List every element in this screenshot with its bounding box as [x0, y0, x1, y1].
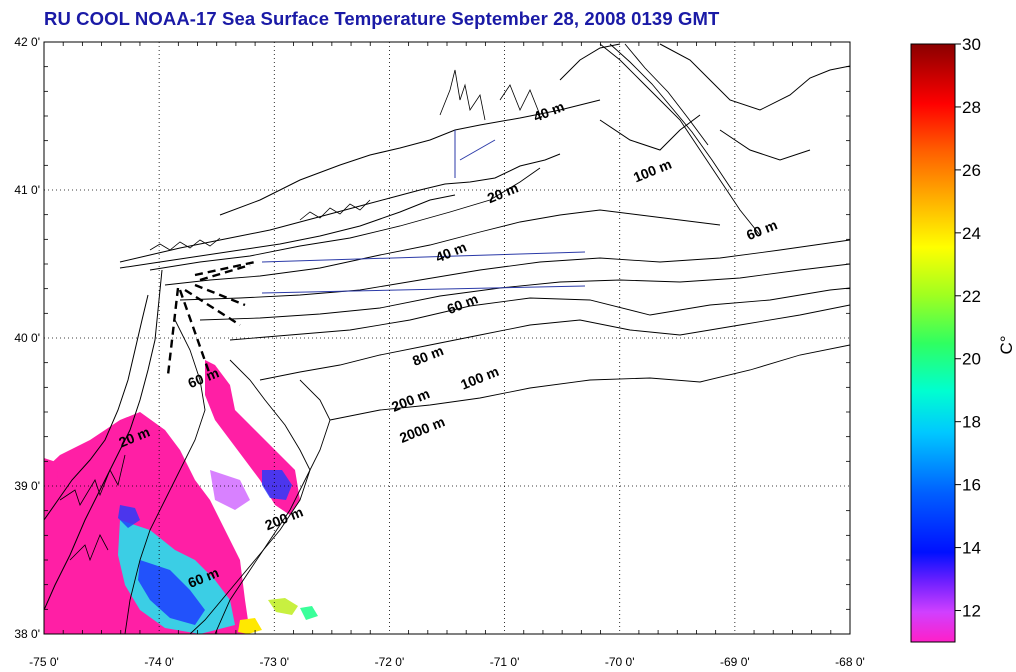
long-island-south-shore — [119, 194, 456, 269]
lon-tick-label: -68 0' — [835, 655, 865, 669]
lon-tick-label: -70 0' — [605, 655, 635, 669]
sst-patch-yellow — [238, 618, 262, 634]
contour-40m — [164, 209, 721, 286]
lat-tick-label: 38 0' — [14, 627, 40, 641]
new-jersey-inner-coast — [44, 294, 149, 521]
colorbar-tick-label: 18 — [962, 413, 981, 432]
contour-label: 80 m — [410, 342, 446, 369]
colorbar-gradient — [910, 43, 956, 643]
sst-patch-violet — [210, 470, 250, 510]
contour-label: 2000 m — [397, 413, 447, 446]
lon-tick-label: -72 0' — [375, 655, 405, 669]
contour-label: 20 m — [485, 179, 521, 206]
contour-label: 200 m — [389, 385, 432, 415]
lat-tick-label: 40 0' — [14, 331, 40, 345]
new-jersey-coast — [44, 269, 163, 611]
long-island-coast — [119, 153, 561, 263]
lon-tick-label: -69 0' — [720, 655, 750, 669]
contour-shelf-south-3 — [124, 319, 206, 634]
track-north — [261, 251, 586, 263]
contour-gom-1 — [599, 43, 761, 236]
colorbar-tick-label: 22 — [962, 287, 981, 306]
bathymetry-layer — [124, 43, 850, 634]
sst-data-layer — [44, 360, 318, 634]
colorbar-tick-label: 12 — [962, 602, 981, 621]
contour-label: 60 m — [744, 216, 780, 243]
lat-tick-label: 42 0' — [14, 35, 40, 49]
cape-cod — [559, 43, 850, 111]
contour-label: 100 m — [631, 156, 674, 186]
map-title: RU COOL NOAA-17 Sea Surface Temperature … — [44, 8, 720, 29]
connecticut-coast — [219, 99, 601, 216]
nantucket-shoals — [599, 114, 811, 161]
colorbar-unit-label: C° — [997, 335, 1016, 354]
track-layer — [261, 130, 586, 294]
lon-tick-label: -73 0' — [259, 655, 289, 669]
colorbar-tick-label: 24 — [962, 224, 981, 243]
contour-shelf-south-1 — [189, 359, 311, 634]
contour-80m — [199, 263, 850, 321]
colorbar-tick-label: 28 — [962, 98, 981, 117]
contour-gom-2 — [609, 43, 733, 191]
sst-patch-lime — [268, 598, 298, 615]
track-hudson-2 — [459, 139, 496, 161]
contour-label: 40 m — [531, 98, 567, 125]
lon-tick-label: -71 0' — [490, 655, 520, 669]
hudson-jaws — [439, 69, 541, 121]
sst-patch-warm-3 — [44, 458, 58, 486]
colorbar: 30 28 26 24 22 20 18 16 14 12 C° — [910, 35, 1016, 643]
grid-layer: -75 0' -74 0' -73 0' -72 0' -71 0' -70 0' -69 … — [14, 35, 864, 669]
contour-2000m — [329, 344, 850, 421]
track-south — [261, 285, 586, 294]
radial-line — [199, 263, 251, 282]
radial-line — [178, 289, 212, 376]
sst-patch-cool-3 — [118, 505, 140, 528]
radial-line — [166, 287, 180, 376]
jersey-rough — [59, 454, 126, 562]
radial-line — [194, 260, 256, 277]
colorbar-tick-label: 14 — [962, 539, 981, 558]
contour-60m — [179, 239, 850, 301]
sst-patch-lime-2 — [300, 606, 318, 620]
contour-label: 100 m — [458, 363, 501, 393]
colorbar-tick-label: 30 — [962, 35, 981, 54]
lon-tick-label: -74 0' — [144, 655, 174, 669]
lat-tick-label: 39 0' — [14, 479, 40, 493]
long-island-rough — [149, 199, 371, 251]
colorbar-tick-label: 16 — [962, 476, 981, 495]
colorbar-tick-label: 26 — [962, 161, 981, 180]
contour-20m — [149, 167, 541, 271]
sst-patch-cool-2 — [262, 470, 292, 500]
contour-100m — [229, 287, 850, 341]
colorbar-ticks: 30 28 26 24 22 20 18 16 14 12 — [955, 35, 981, 621]
sst-patch-cool — [138, 560, 205, 625]
contour-shelf-south-2 — [214, 379, 331, 634]
contour-gom-3 — [624, 43, 709, 146]
lon-tick-label: -75 0' — [29, 655, 59, 669]
radial-lines — [166, 260, 256, 376]
radial-line — [184, 288, 241, 327]
coastline-layer — [44, 43, 850, 611]
map-frame — [43, 41, 851, 635]
radial-line — [194, 283, 246, 307]
lat-tick-label: 41 0' — [14, 183, 40, 197]
contour-200m — [259, 304, 850, 381]
colorbar-tick-label: 20 — [962, 350, 981, 369]
